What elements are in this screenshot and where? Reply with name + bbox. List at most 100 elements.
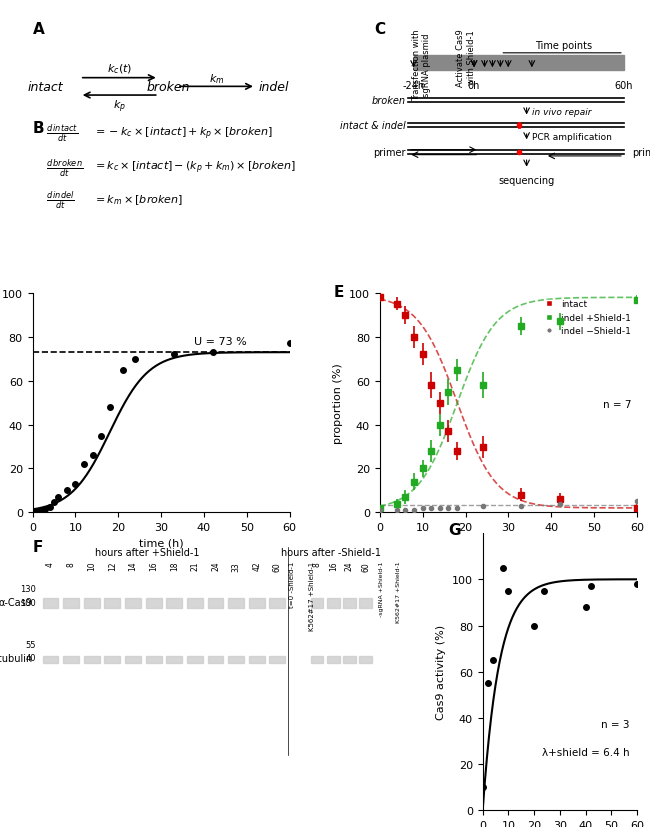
- Text: 8: 8: [67, 561, 75, 566]
- Text: C: C: [374, 22, 385, 36]
- Text: hours after +Shield-1: hours after +Shield-1: [96, 547, 200, 557]
- Text: n = 7: n = 7: [603, 399, 632, 409]
- Bar: [228, 599, 244, 608]
- Bar: [207, 657, 224, 663]
- Text: -sgRNA +Shield-1: -sgRNA +Shield-1: [380, 561, 384, 616]
- Bar: [249, 657, 265, 663]
- Bar: [311, 599, 324, 608]
- Text: 24: 24: [345, 561, 354, 571]
- Text: $= k_m \times [\mathit{broken}]$: $= k_m \times [\mathit{broken}]$: [93, 194, 183, 207]
- Bar: [43, 657, 58, 663]
- Text: 60: 60: [361, 561, 370, 571]
- Text: B: B: [32, 121, 44, 136]
- Text: 0h: 0h: [468, 81, 480, 91]
- Text: n = 3: n = 3: [601, 719, 629, 729]
- X-axis label: time (h): time (h): [139, 538, 183, 548]
- Text: 33: 33: [231, 561, 240, 571]
- Text: Activate Cas9
with Shield-1: Activate Cas9 with Shield-1: [456, 29, 476, 87]
- Text: 16: 16: [149, 561, 158, 571]
- Text: $= k_c \times [\mathit{intact}] - (k_p + k_m) \times [\mathit{broken}]$: $= k_c \times [\mathit{intact}] - (k_p +…: [93, 160, 296, 176]
- Text: 42: 42: [252, 561, 261, 571]
- Text: 18: 18: [170, 561, 179, 571]
- Text: E: E: [333, 284, 344, 300]
- Bar: [146, 657, 162, 663]
- Bar: [125, 657, 141, 663]
- Bar: [166, 657, 182, 663]
- Y-axis label: Cas9 activity (%): Cas9 activity (%): [436, 624, 447, 719]
- Text: in vivo repair: in vivo repair: [532, 108, 592, 117]
- Text: G: G: [448, 523, 461, 538]
- Text: indel: indel: [259, 81, 289, 93]
- Text: 12: 12: [108, 561, 117, 571]
- Bar: [166, 599, 182, 608]
- Text: α-tubulin: α-tubulin: [0, 653, 32, 663]
- Text: $= -k_c \times [\mathit{intact}] + k_p \times [\mathit{broken}]$: $= -k_c \times [\mathit{intact}] + k_p \…: [93, 125, 273, 141]
- Bar: [63, 657, 79, 663]
- Text: PCR amplification: PCR amplification: [532, 133, 612, 142]
- Text: intact: intact: [28, 81, 64, 93]
- Bar: [327, 657, 340, 663]
- Bar: [125, 599, 141, 608]
- Bar: [343, 657, 356, 663]
- Text: intact & indel: intact & indel: [340, 121, 406, 131]
- Text: hours after -Shield-1: hours after -Shield-1: [281, 547, 382, 557]
- Text: 10: 10: [87, 561, 96, 571]
- Bar: [187, 599, 203, 608]
- Text: 24: 24: [211, 561, 220, 571]
- Text: 14: 14: [129, 561, 138, 571]
- Text: 40: 40: [25, 653, 36, 662]
- Bar: [43, 599, 58, 608]
- Bar: [270, 657, 285, 663]
- Bar: [359, 599, 372, 608]
- Text: $\frac{d\,\mathit{indel}}{dt}$: $\frac{d\,\mathit{indel}}{dt}$: [46, 189, 74, 211]
- Text: t=0 -Shield-1: t=0 -Shield-1: [289, 561, 295, 608]
- Text: 60: 60: [273, 561, 282, 571]
- Text: broken: broken: [146, 81, 190, 93]
- Text: sequencing: sequencing: [499, 175, 554, 185]
- Bar: [84, 599, 99, 608]
- Bar: [270, 599, 285, 608]
- Bar: [327, 599, 340, 608]
- Text: $\frac{d\,\mathit{broken}}{dt}$: $\frac{d\,\mathit{broken}}{dt}$: [46, 157, 83, 179]
- Text: F: F: [32, 539, 43, 554]
- Text: primer: primer: [373, 148, 406, 158]
- Bar: [311, 657, 324, 663]
- Text: λ+shield = 6.4 h: λ+shield = 6.4 h: [541, 747, 629, 757]
- Text: Transfection with
sgRNA plasmid: Transfection with sgRNA plasmid: [412, 29, 431, 101]
- Text: K562#17 +Shield-1: K562#17 +Shield-1: [309, 561, 315, 630]
- Text: primer: primer: [632, 148, 650, 158]
- Bar: [187, 657, 203, 663]
- Text: -24h: -24h: [402, 81, 424, 91]
- Text: $k_m$: $k_m$: [209, 72, 224, 85]
- Y-axis label: proportion (%): proportion (%): [333, 363, 343, 443]
- Text: 130: 130: [20, 585, 36, 593]
- Bar: [359, 657, 372, 663]
- Bar: [105, 657, 120, 663]
- Bar: [413, 56, 624, 71]
- Text: 4: 4: [46, 561, 55, 566]
- Bar: [146, 599, 162, 608]
- Text: U = 73 %: U = 73 %: [194, 337, 247, 347]
- Bar: [249, 599, 265, 608]
- Text: 8: 8: [313, 561, 322, 566]
- Text: A: A: [32, 22, 44, 36]
- X-axis label: time (h): time (h): [486, 538, 530, 548]
- Bar: [228, 657, 244, 663]
- Text: α-Cas9: α-Cas9: [0, 598, 32, 608]
- Text: 100: 100: [20, 598, 36, 607]
- Text: K562#17 +Shield-1: K562#17 +Shield-1: [396, 561, 400, 623]
- Text: 16: 16: [329, 561, 338, 571]
- Bar: [343, 599, 356, 608]
- Text: Time points: Time points: [535, 41, 592, 50]
- Bar: [105, 599, 120, 608]
- Bar: [84, 657, 99, 663]
- Text: $\frac{d\,\mathit{intact}}{dt}$: $\frac{d\,\mathit{intact}}{dt}$: [46, 122, 78, 144]
- Text: 55: 55: [25, 640, 36, 648]
- Text: broken: broken: [372, 96, 406, 106]
- Text: $k_p$: $k_p$: [112, 99, 125, 115]
- Text: 60h: 60h: [615, 81, 633, 91]
- Text: 21: 21: [190, 561, 200, 571]
- Bar: [207, 599, 224, 608]
- Text: $k_c(t)$: $k_c(t)$: [107, 62, 132, 75]
- Bar: [63, 599, 79, 608]
